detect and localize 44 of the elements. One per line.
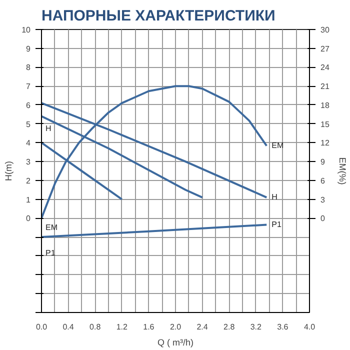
x-tick-label: 4.0 xyxy=(304,322,316,332)
annotation: H xyxy=(46,124,52,134)
x-tick-label: 2.4 xyxy=(196,322,208,332)
x-tick-label: 0.8 xyxy=(90,322,102,332)
y-tick-label: 9 xyxy=(26,44,32,54)
y2-axis-title: EM(%) xyxy=(337,157,348,185)
series-label: P1 xyxy=(272,220,282,229)
y-axis-title: H(m) xyxy=(4,160,14,181)
y-tick-label: 10 xyxy=(22,26,32,34)
y-tick-label: 5 xyxy=(26,120,32,129)
y2-tick-label: 3 xyxy=(320,195,326,204)
y-tick-label: 8 xyxy=(26,63,32,72)
annotation: P1 xyxy=(46,248,56,258)
y-tick-label: 7 xyxy=(26,82,32,92)
annotation: EM xyxy=(46,223,58,232)
y2-tick-label: 15 xyxy=(320,120,330,129)
y2-tick-label: 12 xyxy=(320,138,330,148)
x-tick-label: 0.4 xyxy=(62,322,74,332)
x-tick-label: 1.2 xyxy=(116,322,128,332)
x-axis-title: Q ( m³/h) xyxy=(158,338,194,348)
y2-tick-label: 24 xyxy=(320,63,330,72)
y2-tick-label: 27 xyxy=(320,44,330,54)
y2-tick-label: 21 xyxy=(320,82,330,92)
y-tick-label: 2 xyxy=(26,176,32,186)
y2-tick-label: 30 xyxy=(320,26,330,34)
x-tick-label: 2.0 xyxy=(170,322,182,332)
x-tick-label: 0.0 xyxy=(36,322,48,332)
y-tick-label: 1 xyxy=(26,195,32,204)
y-tick-label: 6 xyxy=(26,100,32,110)
y-tick-label: 0 xyxy=(26,214,32,224)
chart-title: НАПОРНЫЕ ХАРАКТЕРИСТИКИ xyxy=(42,8,276,24)
y2-tick-label: 18 xyxy=(320,100,330,110)
x-tick-label: 3.6 xyxy=(277,322,289,332)
y2-tick-label: 6 xyxy=(320,176,326,186)
line-series xyxy=(42,85,268,220)
y2-tick-label: 9 xyxy=(320,158,326,167)
x-tick-label: 3.2 xyxy=(250,322,262,332)
series-label: H xyxy=(272,192,278,202)
y-tick-label: 4 xyxy=(26,138,32,148)
x-tick-label: 2.8 xyxy=(224,322,236,332)
series-label: EM xyxy=(272,140,284,150)
y-tick-label: 3 xyxy=(26,158,32,167)
x-tick-label: 1.6 xyxy=(143,322,155,332)
y2-tick-label: 0 xyxy=(320,214,326,224)
